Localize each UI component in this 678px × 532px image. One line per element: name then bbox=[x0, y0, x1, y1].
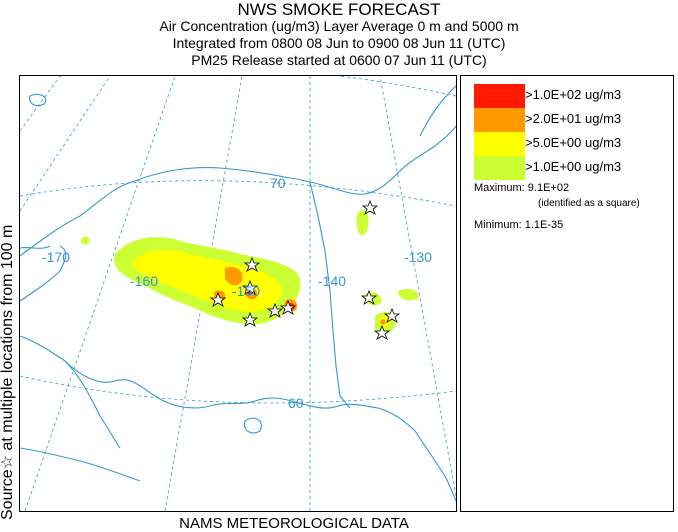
legend-swatch-red bbox=[474, 84, 525, 108]
canada-border bbox=[309, 181, 351, 409]
source-star bbox=[361, 199, 379, 215]
parallel-70 bbox=[20, 180, 456, 207]
plume-west-small bbox=[80, 236, 90, 245]
coastline bbox=[20, 85, 456, 502]
lat-label-70: 70 bbox=[270, 175, 286, 191]
source-side-label: Source☆ at multiple locations from 100 m bbox=[0, 224, 16, 520]
source-star bbox=[241, 311, 259, 327]
canada-arctic-coast bbox=[309, 125, 456, 195]
plume-orange bbox=[214, 266, 298, 312]
st-lawrence-island bbox=[29, 93, 47, 107]
maximum-value: Maximum: 9.1E+02 bbox=[474, 182, 570, 194]
legend-panel: >1.0E+02 ug/m3 >2.0E+01 ug/m3 >5.0E+00 u… bbox=[460, 75, 674, 512]
fire-sources bbox=[209, 199, 401, 340]
legend-label-red: >1.0E+02 ug/m3 bbox=[525, 87, 622, 102]
lat-label-60: 60 bbox=[288, 395, 304, 411]
alaska-north-coast bbox=[20, 167, 311, 257]
source-star bbox=[373, 324, 391, 340]
legend-label-yellow: >5.0E+00 ug/m3 bbox=[525, 135, 622, 150]
meridian-150 bbox=[164, 76, 243, 511]
plume-yukon bbox=[356, 209, 369, 236]
subtitle-integration: Integrated from 0800 08 Jun to 0900 08 J… bbox=[172, 35, 506, 51]
lon-label-130: -130 bbox=[404, 249, 432, 265]
legend-label-orange: >2.0E+01 ug/m3 bbox=[525, 111, 622, 126]
source-star bbox=[383, 307, 401, 323]
parallel-north bbox=[60, 76, 456, 97]
alaska-south-coast bbox=[294, 401, 456, 502]
lon-label-140: -140 bbox=[318, 273, 346, 289]
plume-east-orange bbox=[380, 319, 386, 325]
maximum-note: (identified as a square) bbox=[538, 198, 640, 209]
footer-data-source: NAMS METEOROLOGICAL DATA bbox=[179, 515, 409, 532]
graticule bbox=[20, 76, 456, 511]
alaska-west-coast bbox=[20, 245, 67, 302]
subtitle-release: PM25 Release started at 0600 07 Jun 11 (… bbox=[191, 52, 487, 68]
source-star bbox=[279, 299, 297, 315]
alaska-southwest-coast bbox=[20, 335, 296, 409]
canada-north-islands bbox=[419, 85, 456, 137]
lon-label-160: -160 bbox=[130, 273, 158, 289]
smoke-plume bbox=[80, 209, 419, 335]
meridian-180 bbox=[20, 76, 61, 132]
minimum-value: Minimum: 1.1E-35 bbox=[474, 219, 564, 231]
parallel-60 bbox=[20, 375, 456, 404]
meridian-130 bbox=[379, 76, 456, 497]
alaska-peninsula bbox=[64, 360, 121, 449]
legend-label-yellowgreen: >1.0E+00 ug/m3 bbox=[525, 159, 622, 174]
map-svg: -170 -160 -150 -140 -130 70 60 bbox=[20, 76, 456, 511]
source-star bbox=[266, 302, 284, 318]
kodiak-island bbox=[243, 417, 262, 434]
meridian-160 bbox=[24, 76, 176, 511]
aleutian-chain bbox=[20, 447, 141, 482]
chart-title: NWS SMOKE FORECAST bbox=[237, 0, 441, 19]
subtitle-concentration: Air Concentration (ug/m3) Layer Average … bbox=[159, 18, 519, 34]
plume-east-yellowgreen bbox=[364, 288, 419, 335]
source-star bbox=[243, 256, 261, 272]
plume-yellow bbox=[132, 249, 282, 312]
legend-swatch-yellowgreen bbox=[474, 156, 525, 180]
lon-label-170: -170 bbox=[42, 249, 70, 265]
source-star bbox=[241, 279, 259, 295]
legend-swatch-yellow bbox=[474, 132, 525, 156]
source-star bbox=[360, 289, 378, 305]
lon-label-150: -150 bbox=[232, 283, 260, 299]
source-star bbox=[209, 291, 227, 307]
meridian-170 bbox=[20, 76, 111, 212]
map-panel: -170 -160 -150 -140 -130 70 60 bbox=[19, 75, 457, 512]
legend-swatch-orange bbox=[474, 108, 525, 132]
